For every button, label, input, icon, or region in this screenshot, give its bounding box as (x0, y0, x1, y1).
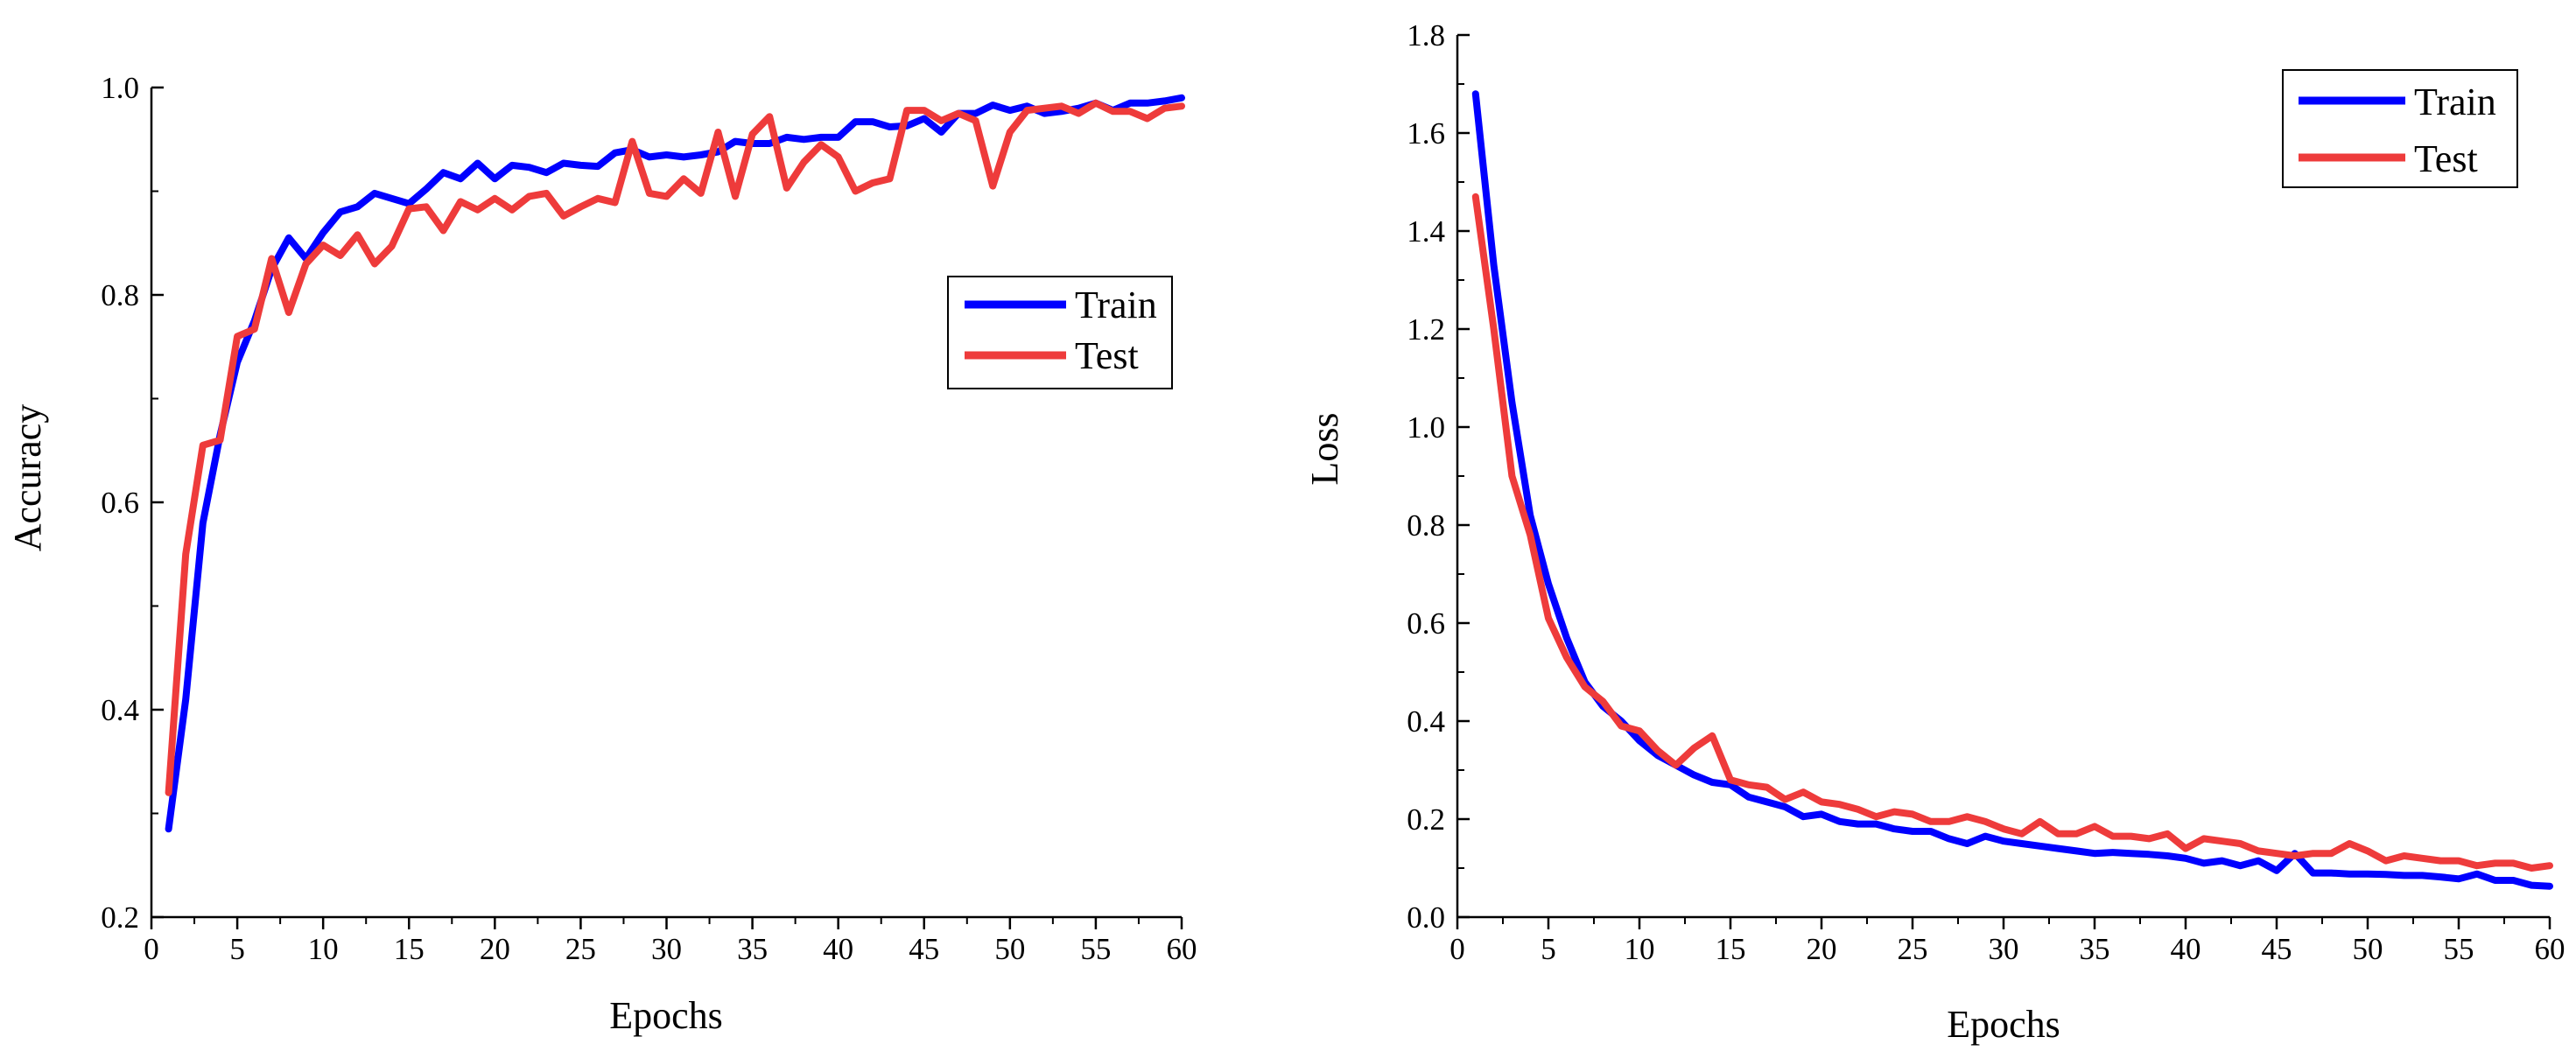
accuracy-legend-label-train: Train (1075, 284, 1157, 326)
accuracy-y-ticks: 0.2 0.4 0.6 0.8 1.0 (101, 71, 164, 935)
accuracy-x-tick-label: 0 (144, 932, 159, 966)
accuracy-test-line (165, 99, 1185, 796)
accuracy-x-tick-label: 55 (1080, 932, 1111, 966)
loss-x-tick-label: 15 (1716, 932, 1746, 966)
accuracy-y-tick-label: 0.8 (101, 278, 139, 312)
loss-legend-label-train: Train (2414, 81, 2496, 123)
loss-y-tick-label: 1.4 (1407, 214, 1445, 249)
loss-x-axis-title: Epochs (1947, 1003, 2060, 1046)
loss-test-line (1471, 193, 2553, 872)
loss-y-tick-label: 0.2 (1407, 802, 1445, 837)
accuracy-x-tick-label: 20 (480, 932, 510, 966)
loss-x-tick-label: 35 (2080, 932, 2110, 966)
accuracy-x-tick-label: 40 (823, 932, 853, 966)
accuracy-chart: 0 5 10 15 20 25 30 35 40 45 50 55 60 0.2 0.4 0.6 0.8 1.0… (6, 71, 1197, 1037)
accuracy-x-tick-label: 45 (909, 932, 939, 966)
loss-y-tick-label: 0.4 (1407, 704, 1445, 739)
loss-x-tick-label: 30 (1989, 932, 2019, 966)
accuracy-x-tick-label: 35 (737, 932, 768, 966)
loss-x-tick-label: 45 (2262, 932, 2292, 966)
loss-legend-label-test: Test (2414, 137, 2478, 180)
loss-y-tick-label: 1.6 (1407, 116, 1445, 151)
loss-y-tick-label: 0.6 (1407, 606, 1445, 641)
loss-y-ticks: 0.0 0.2 0.4 0.6 0.8 1.0 1.2 1.4 1.6 1.8 (1407, 18, 1470, 935)
accuracy-train-line (165, 94, 1185, 833)
loss-x-tick-label: 60 (2535, 932, 2565, 966)
loss-y-tick-label: 1.0 (1407, 410, 1445, 445)
loss-series-group (1471, 90, 2553, 890)
loss-y-tick-label: 0.0 (1407, 900, 1445, 935)
loss-y-tick-label: 0.8 (1407, 508, 1445, 543)
loss-x-tick-label: 10 (1625, 932, 1655, 966)
accuracy-x-axis-title: Epochs (609, 994, 723, 1037)
loss-y-tick-label: 1.8 (1407, 18, 1445, 53)
accuracy-legend-box (947, 276, 1173, 389)
accuracy-x-tick-label: 10 (308, 932, 339, 966)
accuracy-x-tick-label: 30 (651, 932, 682, 966)
accuracy-y-tick-label: 0.6 (101, 486, 139, 520)
loss-chart: 0 5 10 15 20 25 30 35 40 45 50 55 60 0.0 0.2 0.4 0.6 0.8… (1303, 18, 2565, 1046)
loss-legend: Train Test (2282, 69, 2518, 188)
loss-y-axis-title: Loss (1303, 412, 1346, 485)
loss-x-tick-label: 20 (1807, 932, 1837, 966)
loss-x-tick-label: 5 (1541, 932, 1556, 966)
accuracy-series-group (165, 94, 1185, 833)
accuracy-x-tick-label: 15 (394, 932, 425, 966)
loss-x-tick-label: 40 (2171, 932, 2201, 966)
loss-x-tick-label: 50 (2353, 932, 2383, 966)
accuracy-legend: Train Test (947, 276, 1173, 389)
loss-legend-box (2282, 69, 2518, 188)
loss-x-tick-label: 55 (2444, 932, 2474, 966)
accuracy-x-tick-label: 5 (229, 932, 245, 966)
loss-x-tick-label: 0 (1449, 932, 1465, 966)
accuracy-y-tick-label: 1.0 (101, 71, 139, 105)
accuracy-x-tick-label: 25 (565, 932, 596, 966)
loss-x-ticks: 0 5 10 15 20 25 30 35 40 45 50 55 60 (1449, 917, 2565, 966)
accuracy-y-axis-title: Accuracy (6, 404, 49, 552)
loss-x-tick-label: 25 (1898, 932, 1928, 966)
accuracy-y-tick-label: 0.4 (101, 693, 139, 727)
accuracy-y-tick-label: 0.2 (101, 900, 139, 935)
accuracy-x-tick-label: 60 (1167, 932, 1197, 966)
accuracy-x-ticks: 0 5 10 15 20 25 30 35 40 45 50 55 60 (144, 917, 1197, 966)
accuracy-x-tick-label: 50 (994, 932, 1025, 966)
accuracy-legend-label-test: Test (1075, 334, 1139, 377)
loss-train-line (1471, 90, 2553, 890)
loss-y-tick-label: 1.2 (1407, 312, 1445, 347)
